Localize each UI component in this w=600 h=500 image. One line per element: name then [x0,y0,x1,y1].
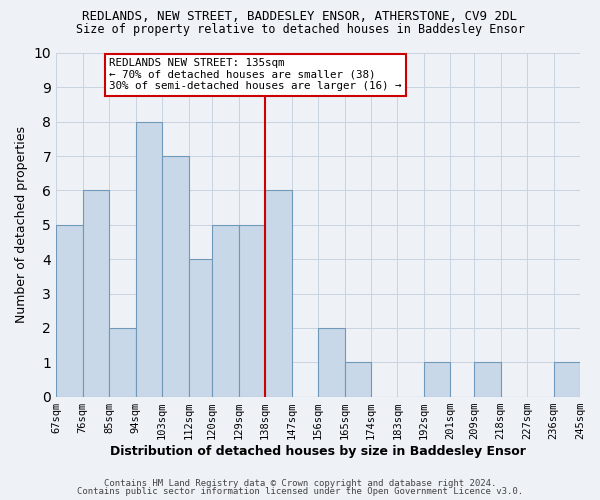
Bar [265,190,292,396]
Bar [554,362,580,396]
Text: Contains public sector information licensed under the Open Government Licence v3: Contains public sector information licen… [77,487,523,496]
Text: REDLANDS, NEW STREET, BADDESLEY ENSOR, ATHERSTONE, CV9 2DL: REDLANDS, NEW STREET, BADDESLEY ENSOR, A… [83,10,517,23]
X-axis label: Distribution of detached houses by size in Baddesley Ensor: Distribution of detached houses by size … [110,444,526,458]
Text: REDLANDS NEW STREET: 135sqm
← 70% of detached houses are smaller (38)
30% of sem: REDLANDS NEW STREET: 135sqm ← 70% of det… [109,58,401,92]
Bar [109,328,136,396]
Bar [56,225,83,396]
Bar [474,362,500,396]
Bar [188,259,212,396]
Text: Contains HM Land Registry data © Crown copyright and database right 2024.: Contains HM Land Registry data © Crown c… [104,478,496,488]
Bar [344,362,371,396]
Bar [318,328,344,396]
Text: Size of property relative to detached houses in Baddesley Ensor: Size of property relative to detached ho… [76,22,524,36]
Bar [424,362,451,396]
Y-axis label: Number of detached properties: Number of detached properties [15,126,28,324]
Bar [239,225,265,396]
Bar [162,156,188,396]
Bar [83,190,109,396]
Bar [136,122,162,396]
Bar [212,225,239,396]
